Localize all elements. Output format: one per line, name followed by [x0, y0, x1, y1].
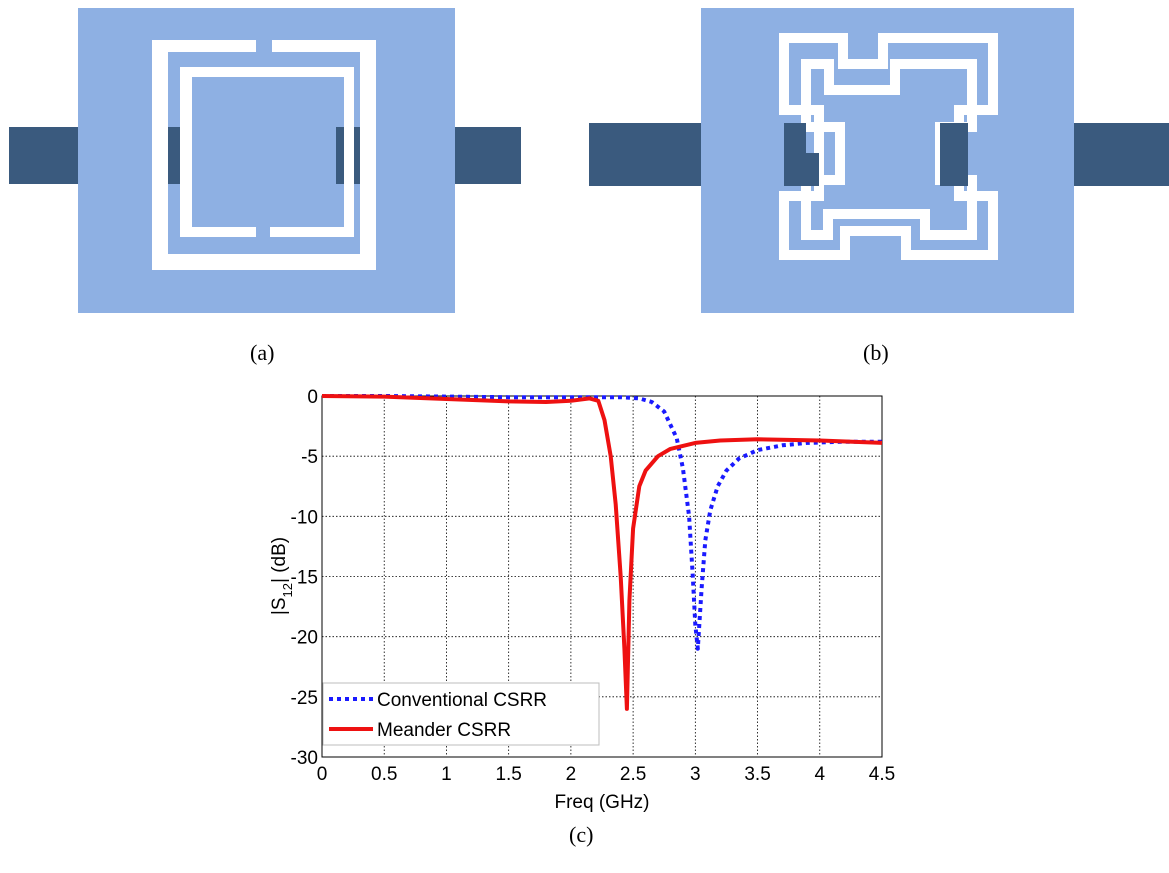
microstrip-right-b — [1074, 123, 1169, 186]
ticks: 0 0.5 1 1.5 2 2.5 3 3.5 4 4.5 0 -5 -10 -15 -20 -25 -30 — [291, 387, 896, 785]
x-tick-label: 4.5 — [869, 764, 895, 785]
x-tick-label: 4 — [814, 764, 825, 785]
y-axis-label-subscript: 12 — [280, 583, 295, 597]
s12-chart: 0 0.5 1 1.5 2 2.5 3 3.5 4 4.5 0 -5 -10 -15 -20 -25 -30 F… — [269, 387, 895, 813]
legend-label-meander: Meander CSRR — [377, 720, 511, 741]
diagram-conventional-csrr — [9, 8, 521, 313]
microstrip-left-a — [9, 127, 78, 184]
y-tick-label: -25 — [291, 688, 318, 709]
inner-patch-a — [192, 86, 336, 223]
y-tick-label: -20 — [291, 628, 318, 649]
grid — [322, 396, 882, 757]
series — [321, 394, 883, 711]
x-tick-label: 0.5 — [371, 764, 397, 785]
meander-inner-slot — [801, 59, 977, 240]
legend-label-conventional: Conventional CSRR — [377, 690, 547, 711]
y-tick-label: 0 — [307, 387, 318, 408]
x-tick-label: 2 — [566, 764, 577, 785]
y-tick-label: -30 — [291, 748, 318, 769]
x-tick-label: 1.5 — [495, 764, 521, 785]
x-tick-label: 3.5 — [744, 764, 770, 785]
legend-box — [322, 682, 600, 746]
diagram-meander-csrr — [589, 8, 1169, 313]
x-axis-label: Freq (GHz) — [555, 792, 650, 813]
x-tick-label: 3 — [690, 764, 701, 785]
microstrip-left-b — [589, 123, 701, 186]
x-tick-label: 1 — [441, 764, 452, 785]
meander-left-strip-stub — [784, 123, 819, 186]
x-tick-label: 2.5 — [620, 764, 646, 785]
caption-b: (b) — [863, 340, 889, 365]
meander-right-strip-stub — [940, 123, 968, 186]
series-meander-csrr — [321, 394, 883, 711]
y-tick-label: -10 — [291, 507, 318, 528]
meander-slots-b — [779, 33, 998, 260]
y-tick-label: -15 — [291, 568, 318, 589]
caption-c: (c) — [569, 822, 594, 847]
x-tick-label: 0 — [317, 764, 328, 785]
microstrip-right-a — [455, 127, 521, 184]
y-tick-label: -5 — [301, 447, 318, 468]
caption-a: (a) — [250, 340, 275, 365]
series-conventional-csrr — [322, 394, 882, 651]
legend: Conventional CSRR Meander CSRR — [322, 682, 600, 746]
y-axis-label: |S12| (dB) — [269, 537, 295, 615]
